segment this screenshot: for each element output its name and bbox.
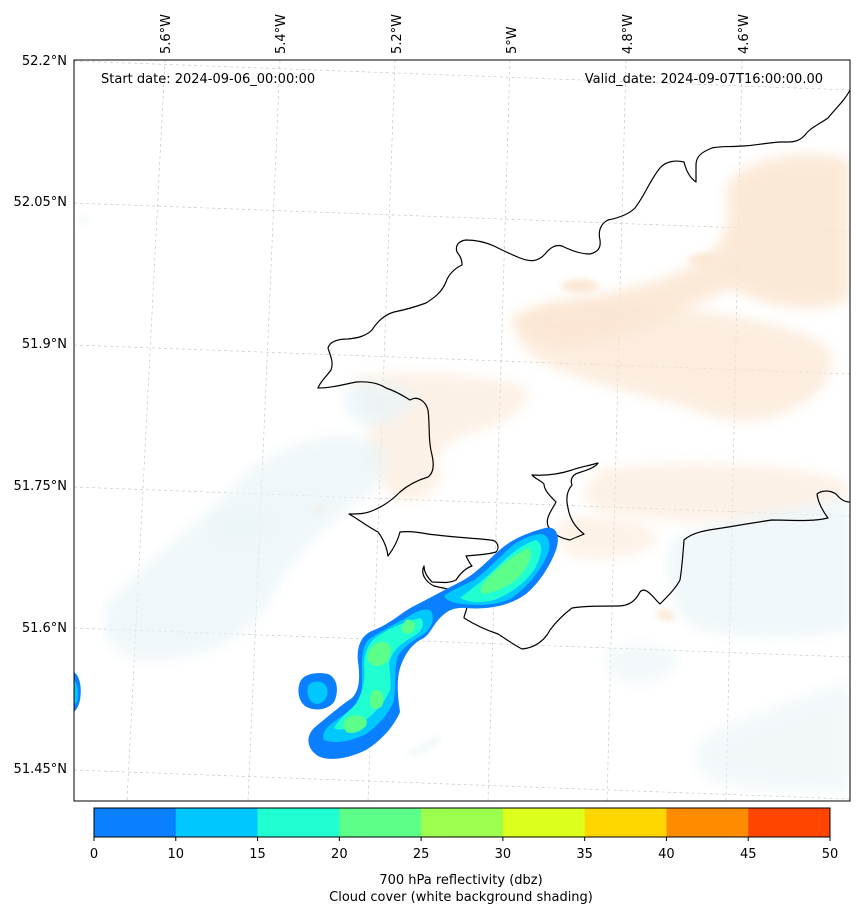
lon-label: 5°W: [505, 26, 520, 54]
colorbar-tick-label: 45: [740, 847, 757, 862]
lat-label: 52.2°N: [22, 54, 67, 69]
colorbar-segment: [339, 808, 422, 837]
lat-label: 52.05°N: [14, 195, 67, 210]
colorbar-tick-label: 25: [413, 847, 430, 862]
latitude-labels: 52.2°N 52.05°N 51.9°N 51.75°N 51.6°N 51.…: [14, 54, 67, 777]
colorbar: 0 10 15 20 25 30 35 40 45 50: [90, 807, 839, 862]
colorbar-tick-label: 50: [822, 847, 839, 862]
colorbar-segment: [94, 808, 177, 837]
colorbar-tick-label: 20: [331, 847, 348, 862]
coastline: [317, 89, 850, 650]
lat-label: 51.6°N: [22, 621, 67, 636]
lon-label: 5.2°W: [390, 14, 405, 54]
colorbar-tick-label: 35: [576, 847, 593, 862]
colorbar-segment: [666, 808, 749, 837]
lon-label: 5.4°W: [274, 14, 289, 54]
colorbar-segment: [175, 808, 259, 837]
lon-label: 4.6°W: [737, 14, 752, 54]
lon-label: 4.8°W: [621, 14, 636, 54]
gridlines: [74, 60, 850, 801]
colorbar-segment: [748, 808, 831, 837]
colorbar-segment: [584, 808, 667, 837]
colorbar-segment: [421, 808, 504, 837]
colorbar-label: 700 hPa reflectivity (dbz): [379, 873, 542, 888]
colorbar-tick-label: 30: [495, 847, 512, 862]
colorbar-tick-label: 10: [168, 847, 185, 862]
cloud-cover-cool: [75, 215, 850, 792]
cloud-cover-warm: [312, 154, 850, 622]
lat-label: 51.45°N: [14, 762, 67, 777]
colorbar-segment: [257, 808, 340, 837]
colorbar-frame: [93, 807, 831, 838]
colorbar-segment: [502, 808, 586, 837]
colorbar-sublabel: Cloud cover (white background shading): [329, 890, 593, 905]
valid-date-label: Valid_date: 2024-09-07T16:00:00.00: [585, 72, 823, 87]
lon-label: 5.6°W: [159, 14, 174, 54]
reflectivity-20-25: [343, 548, 531, 734]
reflectivity-field: [74, 527, 558, 759]
colorbar-tick-label: 40: [658, 847, 675, 862]
colorbar-tick-label: 0: [90, 847, 98, 862]
colorbar-tick-label: 15: [249, 847, 266, 862]
longitude-labels: 5.6°W 5.4°W 5.2°W 5°W 4.8°W 4.6°W: [159, 14, 752, 54]
lat-label: 51.75°N: [14, 479, 67, 494]
map-frame: [73, 59, 851, 802]
start-date-label: Start date: 2024-09-06_00:00:00: [101, 72, 315, 87]
lat-label: 51.9°N: [22, 337, 67, 352]
map-content: [74, 60, 850, 801]
